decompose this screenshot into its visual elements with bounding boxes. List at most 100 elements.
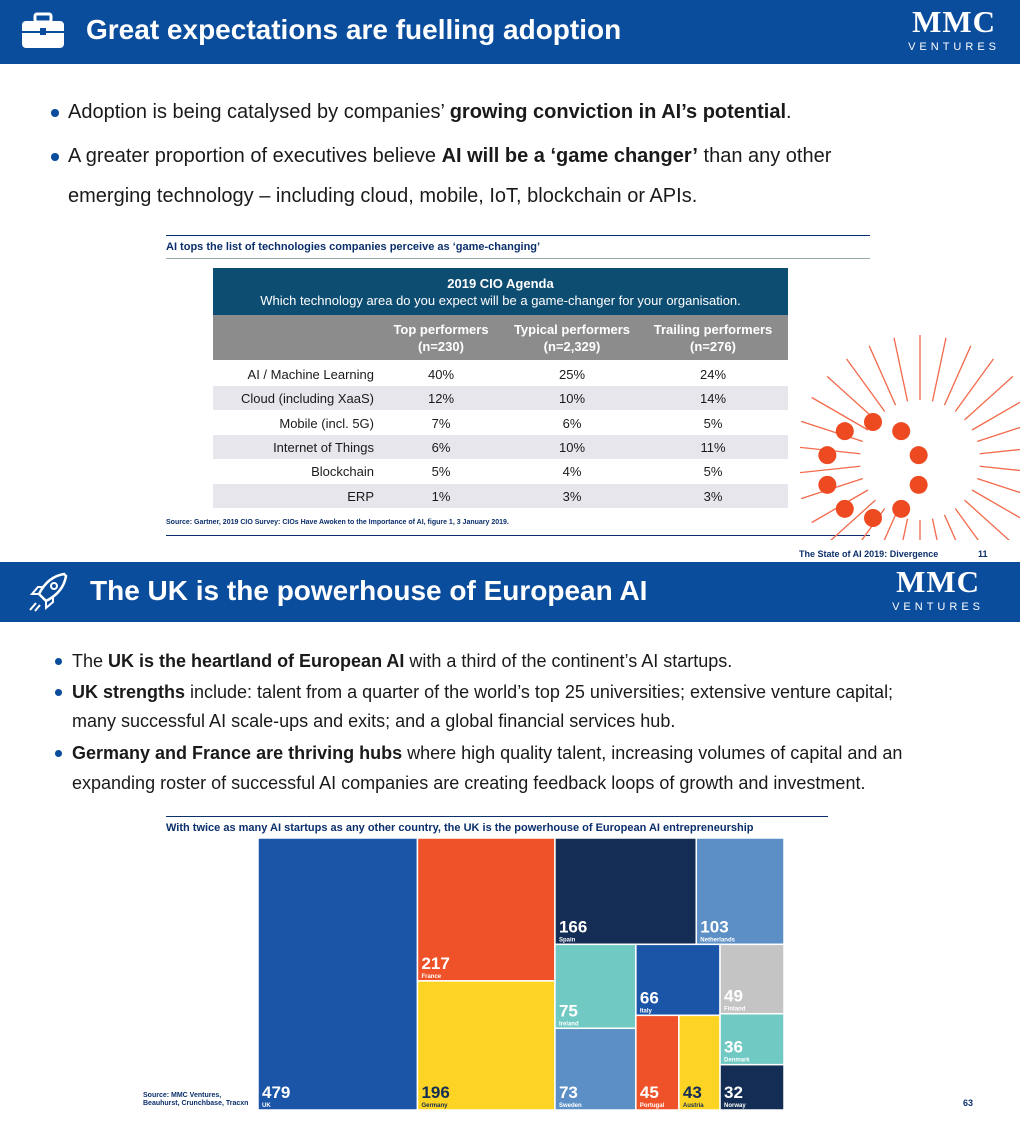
table-subtitle: Which technology area do you expect will… — [260, 293, 741, 308]
column-header: (n=2,329) — [543, 339, 601, 354]
deco-ray — [931, 518, 938, 540]
row-label: Cloud (including XaaS) — [241, 391, 374, 407]
bullet-line: emerging technology – including cloud, m… — [68, 185, 697, 208]
deco-ray — [964, 499, 1010, 540]
decoration — [800, 335, 1020, 540]
table-cell: 6% — [562, 415, 582, 431]
category-label: Ireland — [559, 1021, 579, 1027]
page-number: 63 — [963, 1098, 974, 1108]
deco-dot — [818, 475, 837, 494]
source-line: Source: MMC Ventures, — [143, 1092, 222, 1099]
text: many successful AI scale-ups and exits; … — [72, 711, 676, 732]
deco-dot — [892, 422, 911, 441]
value-label: 73 — [559, 1083, 578, 1102]
text: The — [72, 651, 109, 672]
table-cell: 3% — [562, 488, 582, 504]
bold-text: Germany and France are thriving hubs — [72, 743, 403, 764]
deco-ray — [868, 345, 897, 406]
deco-ray — [800, 465, 861, 474]
bullet-dot — [51, 109, 59, 117]
rocket-icon — [29, 572, 68, 612]
bullet-dot — [55, 658, 62, 665]
text: A greater proportion of executives belie… — [68, 145, 442, 167]
category-label: Finland — [724, 1007, 746, 1013]
row-stripe — [213, 434, 788, 459]
bullet-line: The UK is the heartland of European AI w… — [72, 651, 732, 672]
deco-ray — [883, 514, 897, 540]
category-label: UK — [262, 1103, 271, 1109]
value-label: 32 — [724, 1083, 743, 1102]
bold-text: AI will be a ‘game changer’ — [441, 145, 698, 167]
table-cell: 7% — [431, 415, 451, 431]
value-label: 66 — [640, 988, 659, 1007]
category-label: France — [421, 974, 441, 980]
rule — [166, 535, 870, 536]
treemap-cell — [678, 1014, 721, 1111]
table-cell: 24% — [699, 367, 727, 382]
table-cell: 1% — [431, 488, 451, 504]
table-cell: 11% — [700, 439, 726, 455]
bullet-line: UK strengths include: talent from a quar… — [72, 682, 893, 703]
header-bg — [213, 315, 788, 360]
table-title: 2019 CIO Agenda — [447, 276, 554, 291]
value-label: 103 — [700, 917, 728, 936]
table-cell: 10% — [558, 391, 586, 407]
table-cell: 10% — [558, 439, 586, 455]
deco-ray — [846, 358, 886, 412]
table-title-bg — [213, 268, 788, 315]
bold-text: UK is the heartland of European AI — [108, 651, 405, 672]
table-cell: 4% — [562, 464, 582, 480]
deco-ray — [979, 465, 1020, 472]
row-label: AI / Machine Learning — [247, 367, 374, 382]
deco-dot — [909, 446, 928, 465]
table-cell: 5% — [431, 464, 451, 480]
column-header: Trailing performers — [653, 322, 773, 337]
bullet-line: expanding roster of successful AI compan… — [72, 773, 865, 794]
text: with a third of the continent’s AI start… — [404, 651, 733, 672]
deco-ray — [954, 508, 979, 540]
deco-ray — [971, 401, 1020, 431]
logo: MMC — [912, 4, 996, 39]
deco-dot — [835, 422, 854, 441]
deco-dot — [818, 446, 837, 465]
row-label: Internet of Things — [273, 439, 374, 455]
column-header: (n=230) — [418, 339, 464, 354]
deco-dot — [835, 499, 854, 518]
table-cell: 5% — [703, 415, 723, 431]
table-cell: 14% — [699, 391, 727, 407]
bold-text: UK strengths — [72, 682, 186, 703]
treemap-cell — [554, 1027, 637, 1111]
text: than any other — [697, 145, 832, 167]
deco-ray — [976, 426, 1020, 443]
treemap-cell — [635, 943, 721, 1017]
value-label: 166 — [559, 917, 587, 936]
treemap-cell — [416, 980, 556, 1111]
deco-dot — [864, 509, 882, 527]
value-label: 45 — [640, 1083, 659, 1102]
deco-ray — [893, 337, 909, 402]
category-label: Spain — [559, 937, 576, 943]
category-label: Germany — [421, 1103, 448, 1109]
text: Adoption is being catalysed by companies… — [68, 101, 450, 123]
treemap-cell — [719, 1012, 785, 1066]
bullet-dot — [55, 750, 62, 757]
column-header: Top performers — [393, 322, 489, 337]
text: . — [786, 101, 792, 123]
value-label: 43 — [683, 1083, 702, 1102]
column-header: Typical performers — [513, 322, 631, 337]
text: include: talent from a quarter of the wo… — [185, 682, 894, 703]
header-bar — [0, 0, 1020, 64]
deco-ray — [931, 337, 947, 402]
source: Source: MMC Ventures, Beauhurst, Crunchb… — [143, 1092, 248, 1108]
deco-ray — [964, 375, 1014, 421]
row-label: Blockchain — [311, 464, 374, 480]
bullet-line: Adoption is being catalysed by companies… — [68, 101, 792, 124]
bullet-dot — [51, 153, 59, 161]
header-bar — [0, 562, 1020, 622]
deco-dot — [909, 475, 928, 494]
chart-title: With twice as many AI startups as any ot… — [166, 822, 754, 834]
category-label: Portugal — [640, 1103, 665, 1109]
deco-ray — [830, 499, 876, 540]
